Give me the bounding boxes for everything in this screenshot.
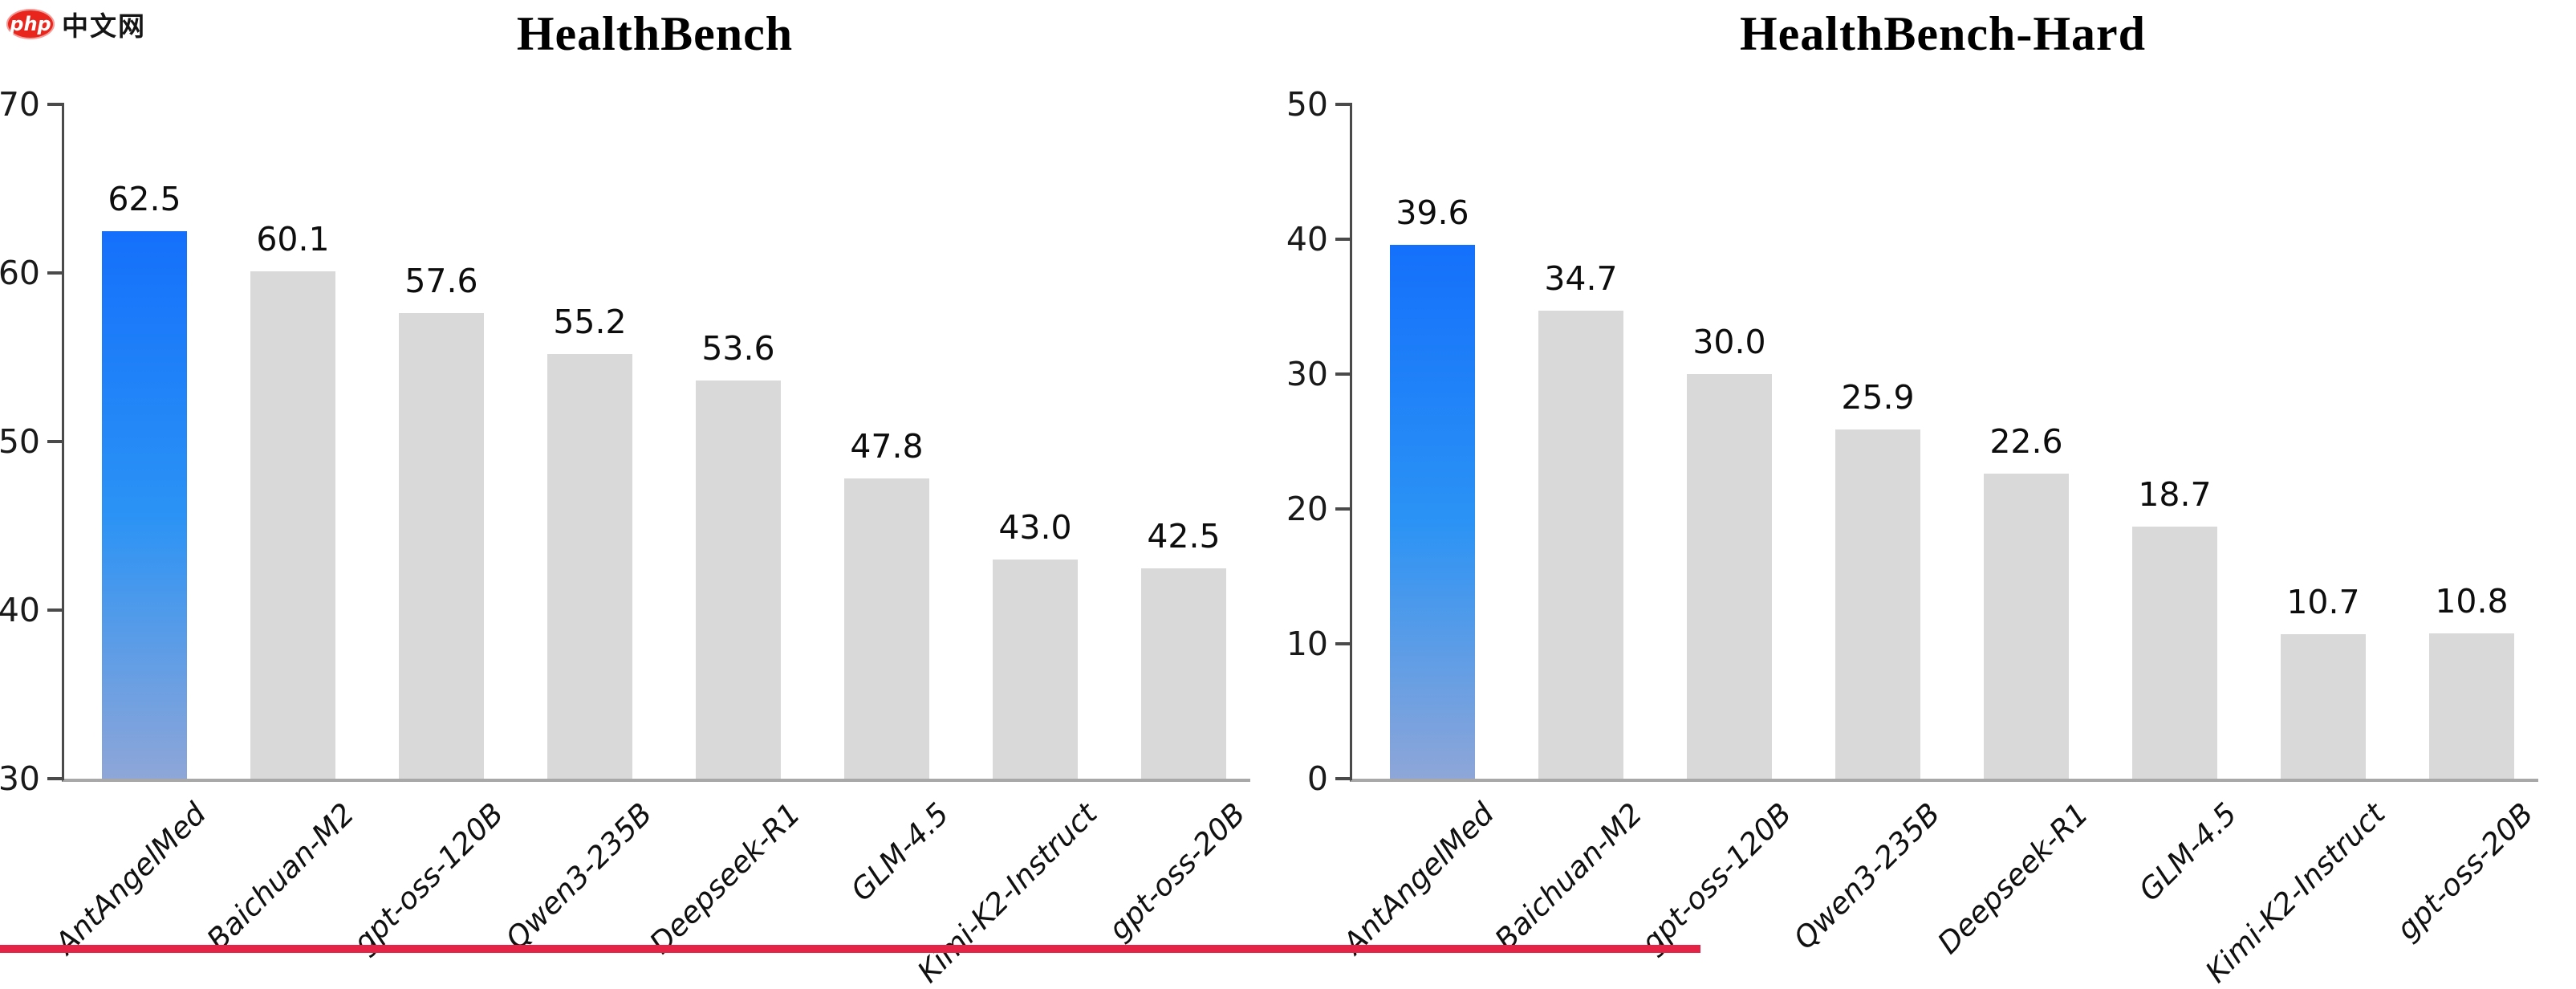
bar bbox=[250, 271, 335, 779]
y-tick-mark bbox=[1335, 507, 1352, 511]
x-axis-label: GLM-4.5 bbox=[843, 796, 956, 908]
bar bbox=[547, 353, 632, 779]
y-tick-label: 60 bbox=[0, 254, 40, 292]
y-tick-mark bbox=[47, 608, 64, 612]
y-tick-mark bbox=[47, 103, 64, 106]
plot-area: 30 40 50 60 70 62.5 AntAngelMed 60.1 Baichuan-M2… bbox=[0, 85, 1252, 989]
y-tick-label: 30 bbox=[1286, 355, 1328, 393]
site-logo-text: 中文网 bbox=[62, 10, 146, 42]
x-axis-label: gpt-oss-120B bbox=[346, 796, 510, 960]
highlight-bar bbox=[102, 230, 187, 779]
x-axis-label: Deepseek-R1 bbox=[642, 796, 807, 961]
x-axis-label: Baichuan-M2 bbox=[200, 796, 362, 958]
bar bbox=[2281, 634, 2366, 779]
bar bbox=[2429, 633, 2514, 779]
bar-value-label: 10.8 bbox=[2435, 581, 2509, 621]
chart-title: HealthBench bbox=[516, 7, 794, 60]
bar bbox=[1835, 429, 1920, 779]
bar-value-label: 22.6 bbox=[1989, 422, 2063, 462]
bar-value-label: 34.7 bbox=[1544, 259, 1618, 299]
bar bbox=[1538, 311, 1623, 779]
y-tick-label: 40 bbox=[0, 591, 40, 629]
y-tick-mark bbox=[1335, 777, 1352, 780]
y-tick-mark bbox=[47, 777, 64, 780]
bar-value-label: 25.9 bbox=[1841, 377, 1915, 417]
y-tick-label: 50 bbox=[1286, 85, 1328, 124]
y-tick-mark bbox=[1335, 372, 1352, 376]
x-axis-label: gpt-oss-20B bbox=[1102, 796, 1253, 947]
x-axis-label: AntAngelMed bbox=[48, 796, 213, 961]
bar-value-label: 55.2 bbox=[553, 302, 627, 341]
y-tick-label: 10 bbox=[1286, 625, 1328, 663]
x-axis-label: GLM-4.5 bbox=[2131, 796, 2244, 908]
x-axis-label: Qwen3-235B bbox=[1786, 796, 1947, 957]
bar-value-label: 30.0 bbox=[1692, 323, 1766, 361]
x-axis-label: Deepseek-R1 bbox=[1930, 796, 2095, 961]
bar bbox=[1687, 374, 1772, 779]
y-tick-mark bbox=[1335, 642, 1352, 645]
x-axis-label: Baichuan-M2 bbox=[1488, 796, 1650, 958]
plot-area: 0 10 20 30 40 50 39.6 AntAngelMed 34.7 Baichuan-M… bbox=[1286, 85, 2541, 989]
bar-value-label: 10.7 bbox=[2286, 583, 2360, 622]
y-tick-label: 0 bbox=[1306, 759, 1328, 798]
video-progress-bar[interactable] bbox=[0, 945, 1700, 953]
y-tick-label: 70 bbox=[0, 85, 40, 124]
highlight-bar bbox=[1390, 244, 1475, 779]
bar-value-label: 18.7 bbox=[2138, 474, 2212, 514]
bar-value-label: 62.5 bbox=[108, 179, 181, 218]
y-tick-label: 50 bbox=[0, 422, 40, 461]
bar bbox=[1141, 568, 1226, 779]
bar-value-label: 39.6 bbox=[1396, 193, 1469, 232]
y-tick-label: 40 bbox=[1286, 220, 1328, 258]
bar bbox=[1984, 474, 2069, 779]
x-axis-label: gpt-oss-20B bbox=[2390, 796, 2541, 947]
y-tick-mark bbox=[1335, 103, 1352, 106]
bar bbox=[993, 560, 1078, 779]
bar-value-label: 53.6 bbox=[701, 329, 775, 368]
y-tick-label: 30 bbox=[0, 759, 40, 798]
bar bbox=[696, 381, 781, 779]
chart-panel-healthbench: HealthBench 30 40 50 60 70 62.5 AntAngelMed 60.… bbox=[0, 0, 1288, 989]
site-logo: php 中文网 bbox=[6, 5, 146, 43]
chart-title: HealthBench-Hard bbox=[1740, 7, 2146, 60]
chart-panel-healthbench-hard: HealthBench-Hard 0 10 20 30 40 50 39.6 AntAngel… bbox=[1286, 0, 2576, 989]
y-tick-mark bbox=[47, 440, 64, 443]
y-tick-mark bbox=[1335, 238, 1352, 241]
bar-value-label: 43.0 bbox=[998, 508, 1072, 547]
bar bbox=[844, 478, 929, 779]
y-tick-mark bbox=[47, 271, 64, 275]
bar-value-label: 47.8 bbox=[850, 427, 924, 466]
bar-value-label: 42.5 bbox=[1147, 516, 1221, 556]
bar-value-label: 57.6 bbox=[404, 262, 478, 301]
bar-value-label: 60.1 bbox=[256, 219, 330, 258]
x-axis-label: Qwen3-235B bbox=[498, 796, 659, 957]
x-axis-label: gpt-oss-120B bbox=[1634, 796, 1798, 960]
bar bbox=[2132, 526, 2217, 779]
x-axis-label: AntAngelMed bbox=[1336, 796, 1501, 961]
y-tick-label: 20 bbox=[1286, 490, 1328, 528]
bar bbox=[399, 313, 484, 779]
php-logo-badge: php bbox=[6, 9, 55, 39]
